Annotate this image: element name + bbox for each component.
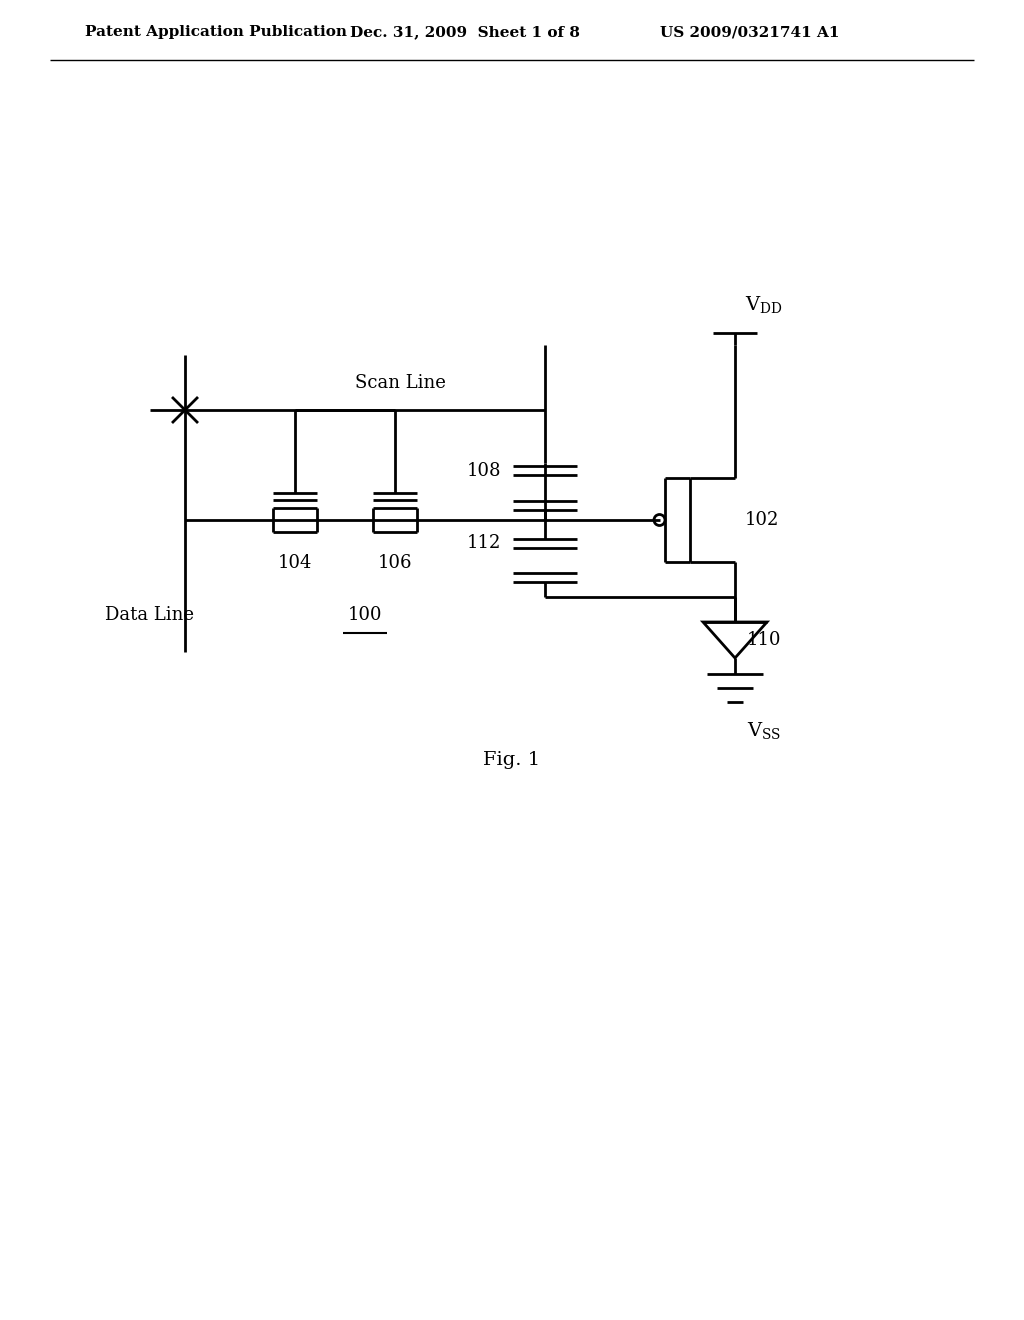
Text: $\mathregular{V_{DD}}$: $\mathregular{V_{DD}}$ <box>745 294 782 315</box>
Text: Fig. 1: Fig. 1 <box>483 751 541 770</box>
Text: $\mathregular{V_{SS}}$: $\mathregular{V_{SS}}$ <box>746 719 781 741</box>
Text: 106: 106 <box>378 554 413 572</box>
Text: Data Line: Data Line <box>105 606 194 624</box>
Text: 108: 108 <box>467 462 501 479</box>
Text: 100: 100 <box>348 606 382 624</box>
Text: Dec. 31, 2009  Sheet 1 of 8: Dec. 31, 2009 Sheet 1 of 8 <box>350 25 580 40</box>
Text: Scan Line: Scan Line <box>355 374 445 392</box>
Text: 104: 104 <box>278 554 312 572</box>
Text: 110: 110 <box>746 631 781 649</box>
Text: 112: 112 <box>467 535 501 553</box>
Text: 102: 102 <box>745 511 779 529</box>
Text: US 2009/0321741 A1: US 2009/0321741 A1 <box>660 25 840 40</box>
Text: Patent Application Publication: Patent Application Publication <box>85 25 347 40</box>
